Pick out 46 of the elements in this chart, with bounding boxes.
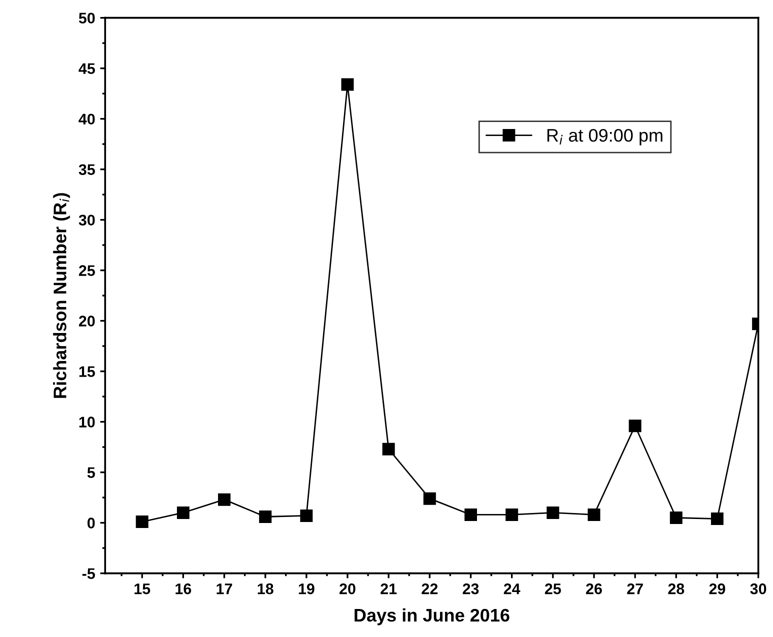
point [382, 442, 395, 456]
x-tick-label: 18 [258, 583, 274, 594]
x-tick-label: 19 [298, 583, 314, 594]
y-tick-label: 5 [87, 467, 95, 478]
x-tick-label: 17 [216, 584, 232, 594]
x-tick-label: 25 [544, 583, 561, 594]
x-tick-label: 30 [750, 583, 766, 594]
y-tick-label: 10 [79, 416, 95, 428]
y-tick-label: 0 [88, 518, 95, 528]
point [176, 506, 190, 519]
point [423, 492, 436, 505]
x-axis-title: Days in June 2016 [354, 608, 510, 626]
y-tick-label: 40 [78, 114, 95, 125]
x-tick-label: 20 [340, 583, 356, 594]
point [546, 506, 560, 519]
y-tick-label: -5 [82, 568, 95, 579]
point [300, 509, 313, 522]
y-tick-label: 50 [78, 12, 95, 24]
point [628, 420, 642, 432]
y-tick-label: 20 [78, 316, 95, 327]
y-tick-label: 30 [78, 214, 95, 226]
point [341, 78, 354, 91]
point [506, 508, 518, 521]
x-tick-label: 27 [627, 583, 643, 594]
x-tick-label: 22 [422, 583, 438, 594]
y-tick-label: 45 [78, 63, 95, 74]
point [218, 493, 231, 506]
point [464, 508, 477, 521]
x-tick-label: 21 [380, 583, 397, 594]
point [136, 516, 148, 528]
point [588, 508, 600, 521]
x-tick-label: 24 [504, 583, 520, 594]
y-tick-label: 25 [78, 265, 95, 276]
point [710, 512, 724, 526]
x-tick-label: 29 [709, 583, 726, 594]
x-tick-label: 26 [586, 583, 602, 594]
x-tick-label: 23 [462, 583, 479, 594]
legend-label: R$_{i}$ at 09:00 pm [547, 128, 662, 146]
point [670, 512, 682, 524]
y-axis-title: Richardson Number (R$_{i}$) [53, 193, 70, 398]
x-tick-label: 16 [176, 583, 192, 594]
point [259, 510, 272, 523]
x-tick-label: 15 [134, 584, 150, 594]
y-tick-label: 15 [79, 366, 95, 377]
y-tick-label: 35 [78, 164, 95, 176]
x-tick-label: 28 [668, 583, 684, 594]
